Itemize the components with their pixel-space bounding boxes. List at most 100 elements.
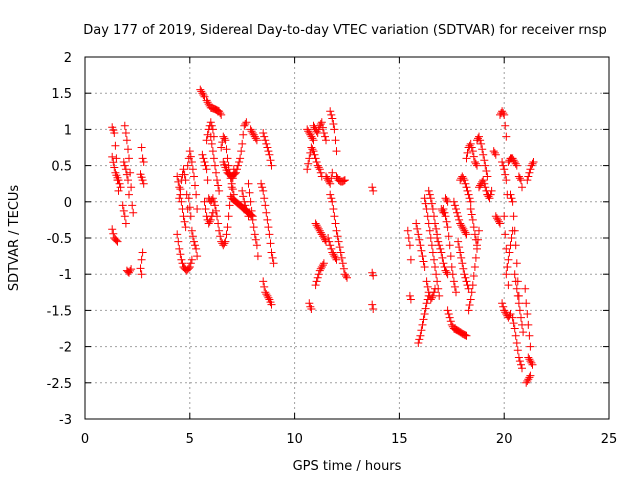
y-tick-label: 0 [64,196,72,211]
data-point [514,353,523,362]
data-point [263,291,272,300]
data-point [239,130,248,139]
data-point [503,263,512,271]
data-point [257,179,266,188]
data-point [491,150,500,159]
data-point [458,259,467,268]
data-point [437,248,446,257]
data-point [438,206,447,215]
data-point [330,125,339,134]
data-point [207,196,216,204]
data-point [443,223,452,232]
data-point [469,272,478,280]
data-point [265,230,274,239]
data-point [447,320,456,329]
data-point [316,168,325,177]
data-point [471,159,480,168]
data-point [415,335,424,344]
data-point [509,156,518,165]
data-point [450,325,459,333]
data-point [137,255,146,264]
y-tick-label: 0.5 [51,160,72,175]
data-point [233,165,241,174]
data-point [507,194,516,203]
data-point [515,306,524,315]
data-point [368,300,377,309]
data-point [502,270,511,279]
data-point [463,148,472,157]
data-point [471,253,480,262]
data-point [493,215,502,224]
data-point [523,176,532,185]
data-point [306,130,315,139]
data-point [264,223,273,232]
data-point [332,226,341,235]
data-point [262,290,271,299]
data-point [517,313,525,322]
data-point [432,270,441,279]
data-point [308,134,317,143]
data-point [441,194,450,203]
data-point [452,205,460,213]
x-tick-label: 15 [391,432,408,447]
data-point [183,205,192,213]
data-point [449,197,458,206]
data-point [125,154,133,163]
data-point [325,177,334,186]
data-point [212,206,220,215]
data-point [461,179,470,188]
data-point [187,255,196,264]
data-point [318,232,327,241]
data-point [448,270,457,279]
data-point [307,143,316,152]
data-point [330,252,339,261]
data-point [244,179,253,188]
data-point [512,161,521,170]
data-point [334,237,343,246]
data-point [246,125,255,134]
data-point [306,148,315,157]
data-point [480,156,489,165]
data-point [312,158,321,166]
data-point [338,259,347,268]
data-point [430,288,438,297]
data-point [418,252,427,261]
data-point [505,311,514,320]
data-point [425,226,434,235]
data-point [248,129,257,137]
data-point [321,132,329,141]
data-point [263,215,272,224]
data-point [369,271,378,280]
data-point [173,172,182,181]
data-point [261,201,270,210]
data-point [124,145,132,154]
data-point [442,268,451,277]
data-point [238,139,247,148]
data-point [461,228,470,237]
data-point [499,161,508,170]
data-point [456,219,465,228]
data-point [313,161,322,170]
data-point [515,174,524,183]
data-point [243,208,252,217]
data-point [475,226,483,235]
data-point [202,165,211,174]
data-point [468,281,477,290]
data-point [477,139,486,148]
data-point [173,230,182,239]
data-point [512,339,521,347]
data-point [339,264,348,273]
data-point [482,167,491,175]
data-point [419,257,428,266]
data-point [481,183,490,192]
data-point [258,183,267,192]
data-point [178,259,187,268]
data-point [513,291,522,300]
data-point [485,194,494,203]
data-point [457,328,466,337]
data-point [241,120,250,128]
data-point [230,169,239,178]
data-point [496,219,504,228]
data-point [115,179,124,188]
data-point [427,293,436,302]
